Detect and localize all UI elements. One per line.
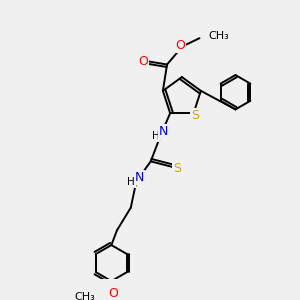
Text: N: N — [135, 171, 144, 184]
Text: N: N — [159, 125, 169, 139]
Text: CH₃: CH₃ — [208, 31, 229, 41]
Text: O: O — [138, 55, 148, 68]
Text: O: O — [175, 39, 185, 52]
Text: S: S — [191, 109, 199, 122]
Text: CH₃: CH₃ — [74, 292, 95, 300]
Text: S: S — [173, 162, 181, 175]
Text: H: H — [152, 131, 159, 141]
Text: O: O — [108, 286, 118, 299]
Text: H: H — [128, 177, 135, 187]
